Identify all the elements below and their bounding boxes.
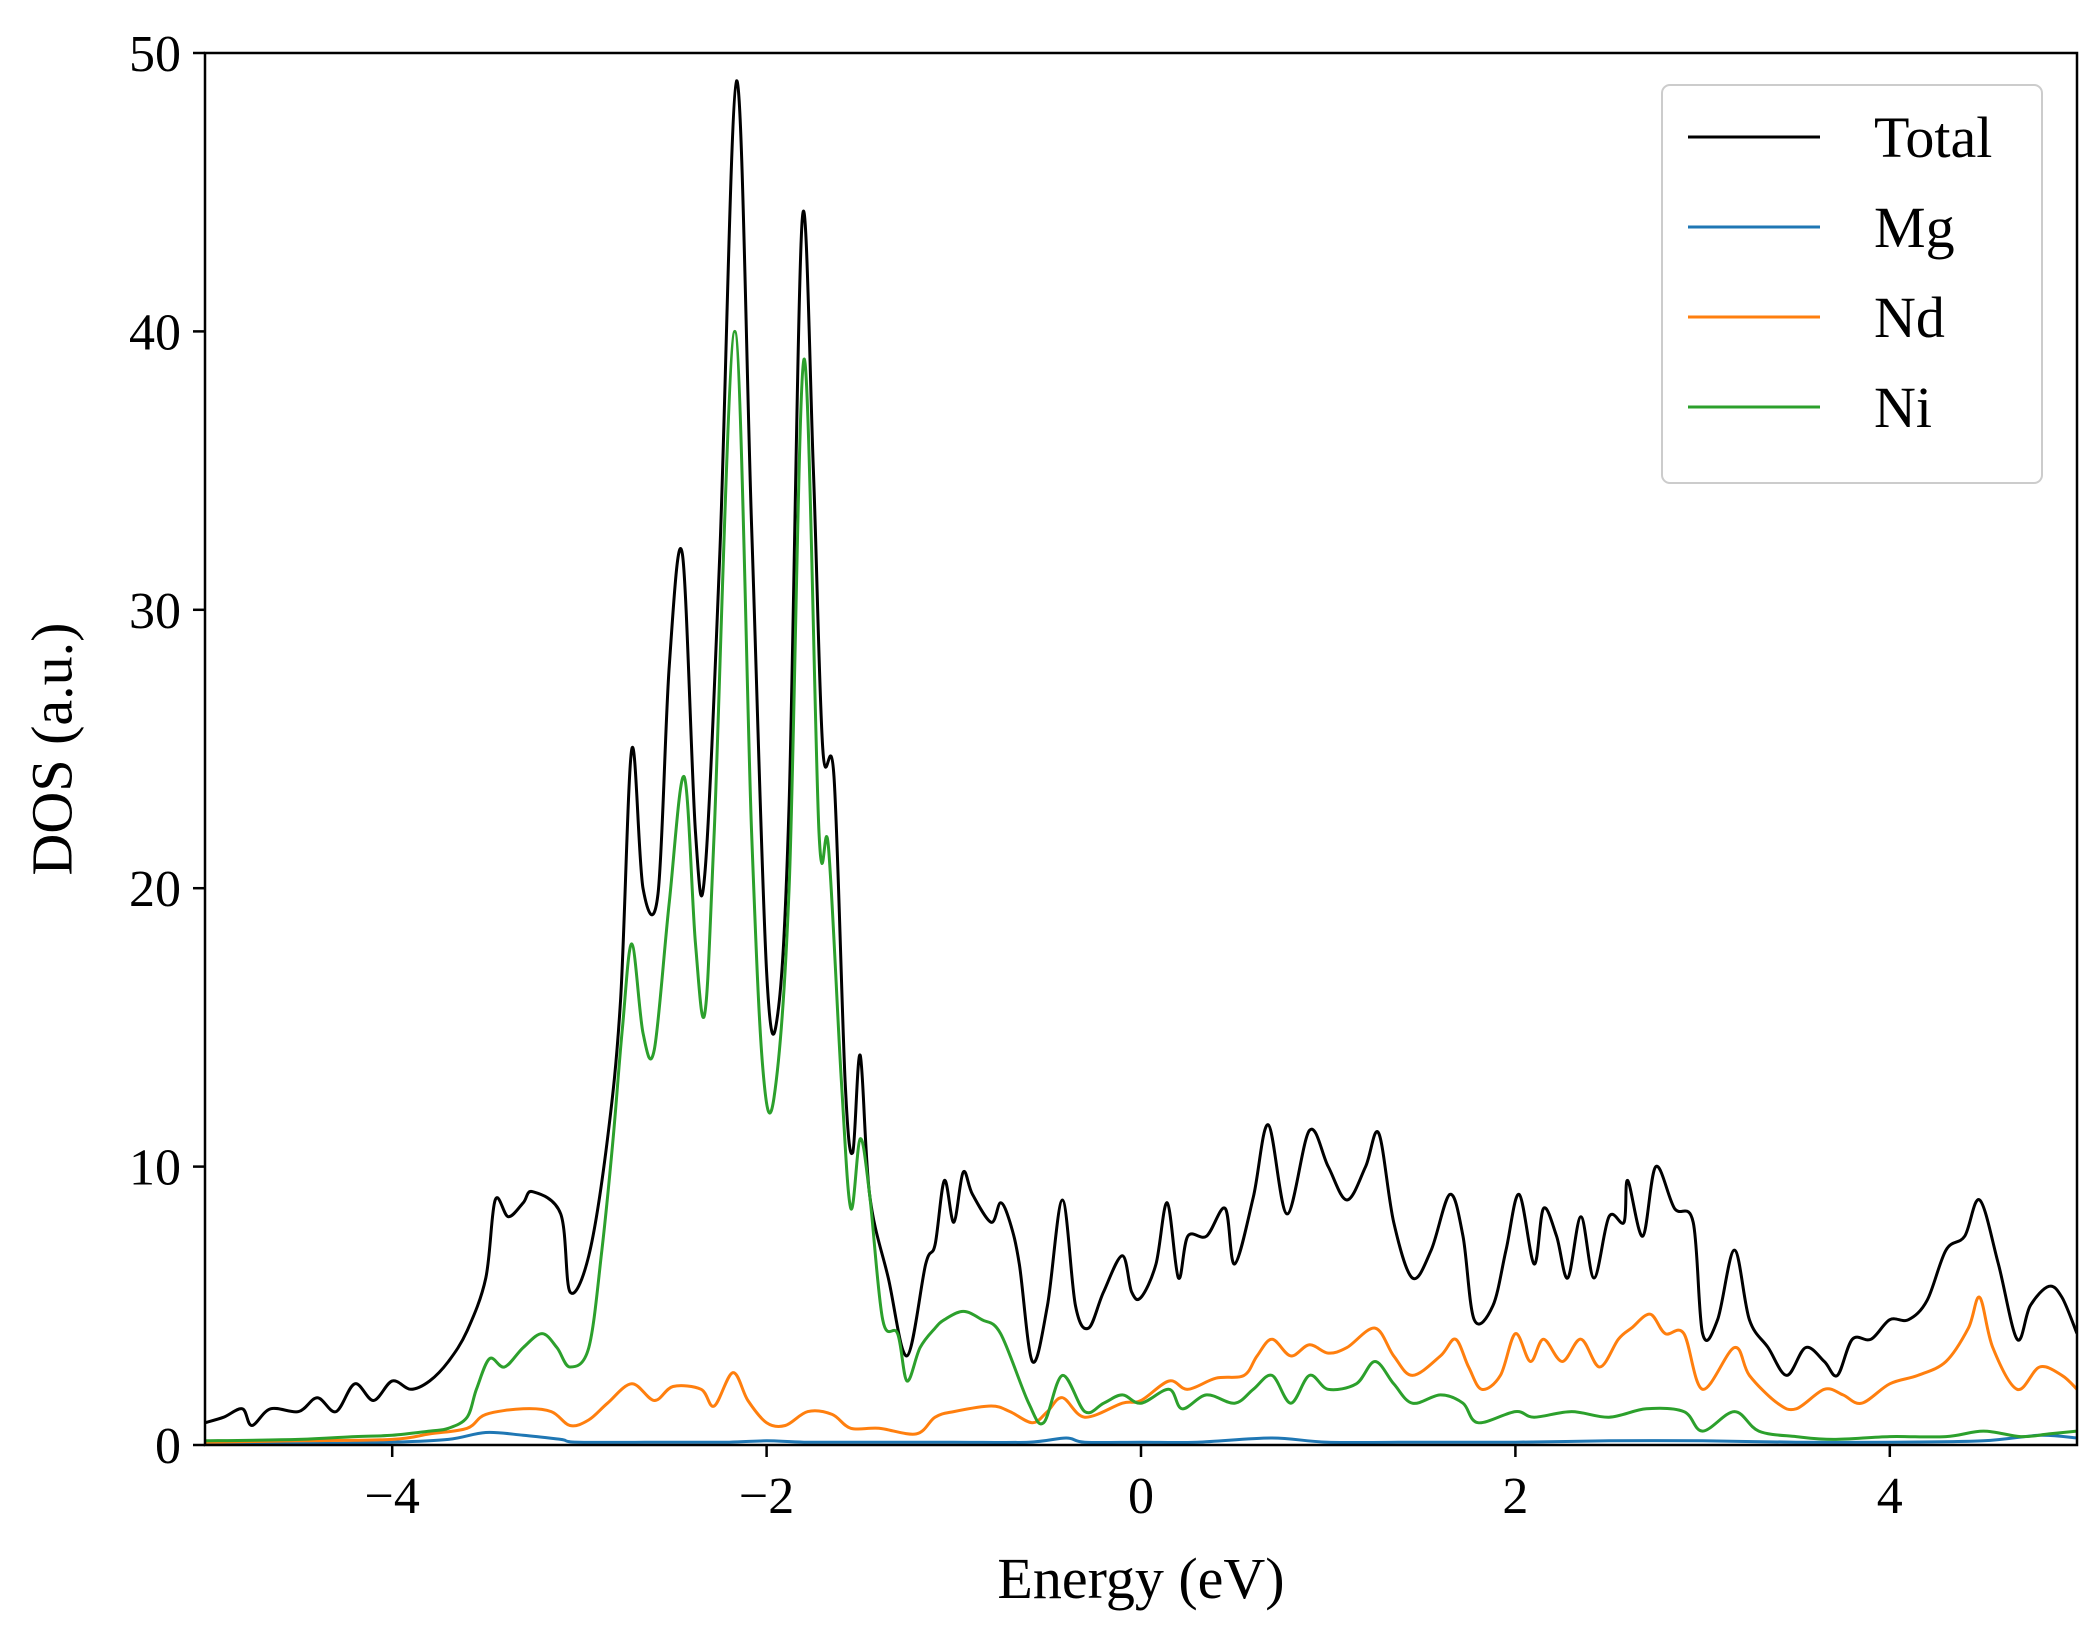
y-tick-label: 40 <box>129 304 181 361</box>
legend-label-ni: Ni <box>1874 375 1932 440</box>
legend-label-mg: Mg <box>1874 195 1955 260</box>
legend-label-total: Total <box>1874 105 1992 170</box>
series-layer <box>205 79 2077 1445</box>
legend-box <box>1661 84 2043 484</box>
legend-items: Total Mg Nd Ni <box>1688 105 1992 440</box>
x-axis-label: Energy (eV) <box>997 1546 1284 1611</box>
x-tick-label: 2 <box>1502 1468 1528 1525</box>
series-line-total <box>205 79 2077 1427</box>
y-tick-label: 20 <box>129 861 181 918</box>
y-axis-label: DOS (a.u.) <box>19 623 84 876</box>
legend-label-nd: Nd <box>1874 285 1945 350</box>
series-line-mg <box>205 1430 2077 1445</box>
x-tick-label: −4 <box>365 1468 420 1525</box>
y-tick-label: 10 <box>129 1140 181 1197</box>
x-tick-label: 4 <box>1877 1468 1903 1525</box>
legend: Total Mg Nd Ni <box>1661 84 2043 484</box>
x-tick-label: 0 <box>1128 1468 1154 1525</box>
y-tick-label: 0 <box>155 1418 181 1475</box>
series-line-ni <box>205 329 2077 1443</box>
series-line-nd <box>205 1295 2077 1444</box>
y-tick-label: 50 <box>129 26 181 83</box>
x-tick-label: −2 <box>739 1468 794 1525</box>
y-tick-label: 30 <box>129 583 181 640</box>
